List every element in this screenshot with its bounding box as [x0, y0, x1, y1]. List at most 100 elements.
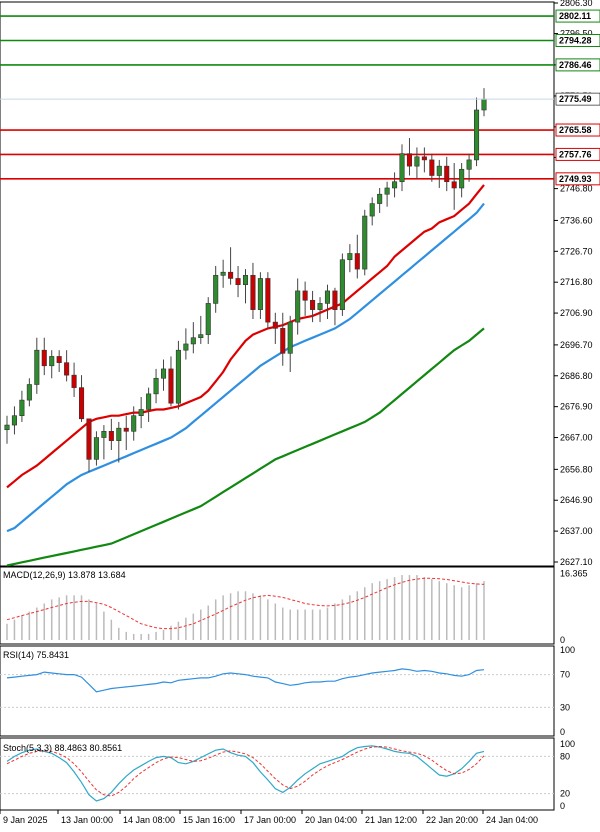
- candle-body: [11, 415, 17, 426]
- candle-body: [71, 374, 77, 388]
- candle-body: [146, 393, 152, 410]
- candle-body: [101, 430, 107, 438]
- candle-body: [287, 321, 293, 354]
- stoch-k-line: [6, 745, 485, 802]
- candle-body: [56, 356, 62, 363]
- candle-body: [250, 275, 256, 310]
- y-tick-label: 2726.70: [560, 246, 593, 256]
- candle-body: [26, 384, 32, 401]
- x-tick-label: 20 Jan 04:00: [305, 815, 357, 825]
- candle-body: [168, 368, 174, 404]
- level-label: 2765.58: [559, 125, 592, 135]
- candle-body: [377, 193, 383, 204]
- candle-body: [86, 418, 92, 460]
- rsi-title: RSI(14) 75.8431: [3, 650, 69, 660]
- level-label-box: [555, 147, 600, 161]
- candle-body: [347, 253, 353, 261]
- stoch-title: Stoch(5,3,3) 88.4863 80.8561: [3, 743, 122, 753]
- x-tick-label: 24 Jan 04:00: [486, 815, 538, 825]
- y-tick-label: 2746.80: [560, 184, 593, 194]
- y-tick-label: 2667.00: [560, 433, 593, 443]
- stoch-y-tick-label: 100: [560, 739, 575, 749]
- level-label-box: [555, 9, 600, 23]
- candle-body: [153, 377, 159, 395]
- candle-body: [317, 303, 323, 310]
- candle-body: [183, 343, 189, 351]
- current-price-box: [555, 92, 600, 106]
- candle-body: [466, 159, 472, 170]
- candle-body: [451, 181, 457, 189]
- y-tick-label: 2796.50: [560, 29, 593, 39]
- candle-body: [108, 430, 114, 441]
- candle-body: [116, 427, 122, 441]
- y-tick-label: 2686.80: [560, 371, 593, 381]
- rsi-y-tick-label: 70: [560, 670, 570, 680]
- candle-body: [339, 259, 345, 310]
- candle-body: [123, 427, 129, 432]
- candle-body: [205, 303, 211, 335]
- candle-body: [414, 156, 420, 167]
- candle-body: [399, 153, 405, 183]
- macd-signal-line: [6, 577, 485, 630]
- candle-body: [324, 290, 331, 304]
- panel-frame: [0, 1, 555, 567]
- y-tick-label: 2716.80: [560, 277, 593, 287]
- candle-body: [384, 187, 390, 195]
- candle-body: [175, 349, 181, 404]
- moving-average-line: [6, 327, 485, 567]
- y-tick-label: 2656.80: [560, 464, 593, 474]
- y-tick-label: 2706.90: [560, 308, 593, 318]
- y-tick-label: 2736.60: [560, 215, 593, 225]
- candle-body: [64, 362, 70, 376]
- candle-body: [429, 159, 435, 176]
- x-tick-label: 14 Jan 08:00: [123, 815, 175, 825]
- candle-body: [220, 271, 226, 276]
- level-label-box: [555, 172, 600, 186]
- candle-body: [436, 165, 442, 176]
- y-tick-label: 2627.10: [560, 557, 593, 567]
- candle-body: [198, 334, 204, 339]
- x-tick-label: 15 Jan 16:00: [183, 815, 235, 825]
- candle-body: [406, 153, 413, 167]
- panel-frame: [0, 645, 555, 737]
- y-tick-label: 2696.70: [560, 340, 593, 350]
- candle-body: [190, 337, 196, 345]
- candle-body: [481, 98, 487, 111]
- candle-body: [354, 253, 360, 270]
- current-price-label: 2775.49: [559, 94, 592, 104]
- candle-body: [421, 156, 427, 161]
- macd-y-tick-label: 0: [560, 635, 565, 645]
- candle-body: [49, 356, 55, 367]
- candle-body: [131, 415, 137, 432]
- candle-body: [265, 278, 271, 323]
- y-tick-label: 2637.00: [560, 526, 593, 536]
- rsi-y-tick-label: 30: [560, 702, 570, 712]
- candle-body: [369, 203, 375, 217]
- candle-body: [295, 290, 301, 323]
- y-tick-label: 2646.90: [560, 495, 593, 505]
- candle-body: [310, 299, 316, 310]
- x-tick-label: 21 Jan 12:00: [365, 815, 417, 825]
- level-label: 2802.11: [559, 11, 591, 21]
- level-label: 2794.28: [559, 35, 592, 45]
- candle-body: [235, 278, 241, 285]
- candle-body: [332, 290, 338, 310]
- rsi-line: [6, 668, 485, 693]
- stoch-y-tick-label: 0: [560, 801, 565, 811]
- candle-body: [444, 165, 450, 183]
- x-tick-label: 9 Jan 2025: [3, 815, 48, 825]
- candle-body: [41, 349, 47, 367]
- stoch-d-line: [6, 745, 485, 797]
- rsi-y-tick-label: 100: [560, 645, 575, 655]
- candle-body: [4, 424, 10, 431]
- x-tick-label: 22 Jan 20:00: [426, 815, 478, 825]
- candle-body: [34, 349, 40, 385]
- macd-title: MACD(12,26,9) 13.878 13.684: [3, 570, 126, 580]
- candle-body: [93, 437, 99, 460]
- candle-body: [362, 215, 368, 270]
- candle-body: [392, 181, 398, 189]
- candle-body: [242, 275, 249, 285]
- level-label-box: [555, 58, 600, 72]
- macd-y-tick-label: 16.365: [560, 569, 588, 579]
